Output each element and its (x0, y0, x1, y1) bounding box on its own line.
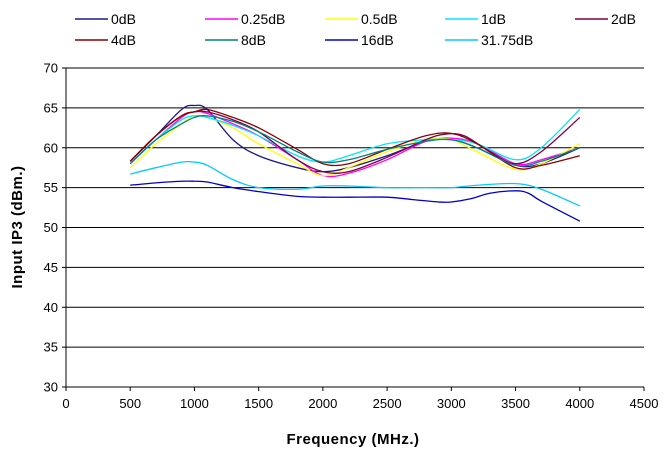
x-tick-label: 2000 (308, 396, 337, 411)
x-tick-label: 1000 (180, 396, 209, 411)
y-tick-label: 65 (44, 100, 58, 115)
series-lines (129, 104, 581, 222)
gridlines (66, 67, 644, 388)
x-tick-label: 3000 (437, 396, 466, 411)
legend-item-4db: 4dB (75, 32, 136, 48)
legend-item-0db: 0dB (75, 11, 136, 27)
legend-item-0-25db: 0.25dB (205, 11, 285, 27)
legend-item-1db: 1dB (445, 11, 506, 27)
legend-item-0-5db: 0.5dB (325, 11, 398, 27)
legend-label: 0.5dB (361, 11, 398, 27)
y-tick-label: 45 (44, 260, 58, 275)
y-axis-title: Input IP3 (dBm.) (9, 166, 26, 289)
x-axis-title: Frequency (MHz.) (286, 431, 419, 448)
x-tick-label: 4500 (630, 396, 659, 411)
legend-item-16db: 16dB (325, 32, 394, 48)
legend-label: 31.75dB (481, 32, 533, 48)
legend-label: 4dB (111, 32, 136, 48)
legend-label: 0.25dB (241, 11, 285, 27)
series-line-8db (129, 114, 580, 167)
series-line-1db (129, 109, 581, 165)
legend-label: 16dB (361, 32, 394, 48)
axes (62, 67, 645, 391)
x-tick-label: 0 (62, 396, 69, 411)
legend-label: 1dB (481, 11, 506, 27)
y-tick-label: 30 (44, 380, 58, 395)
y-tick-label: 40 (44, 300, 58, 315)
tick-labels: 30 35 40 45 50 55 60 65 70 0 500 1000 1500 2000 2500 30… (44, 61, 659, 412)
y-tick-label: 55 (44, 180, 58, 195)
series-line-4db (129, 108, 580, 170)
x-tick-label: 1500 (244, 396, 273, 411)
legend-item-2db: 2dB (575, 11, 636, 27)
legend-item-8db: 8dB (205, 32, 266, 48)
series-line-0-5db (129, 114, 581, 177)
series-line-31-75db (130, 160, 581, 207)
legend: 0dB 0.25dB 0.5dB 1dB 2dB 4dB 8dB 16dB 31.75dB (75, 11, 636, 48)
y-tick-label: 35 (44, 340, 58, 355)
x-tick-label: 2500 (373, 396, 402, 411)
legend-label: 0dB (111, 11, 136, 27)
legend-label: 8dB (241, 32, 266, 48)
y-tick-label: 70 (44, 61, 58, 76)
x-tick-label: 500 (119, 396, 141, 411)
y-tick-label: 50 (44, 220, 58, 235)
series-line-16db (130, 180, 581, 222)
legend-item-31-75db: 31.75dB (445, 32, 533, 48)
y-tick-label: 60 (44, 140, 58, 155)
x-tick-label: 4000 (565, 396, 594, 411)
x-tick-label: 3500 (501, 396, 530, 411)
legend-label: 2dB (611, 11, 636, 27)
